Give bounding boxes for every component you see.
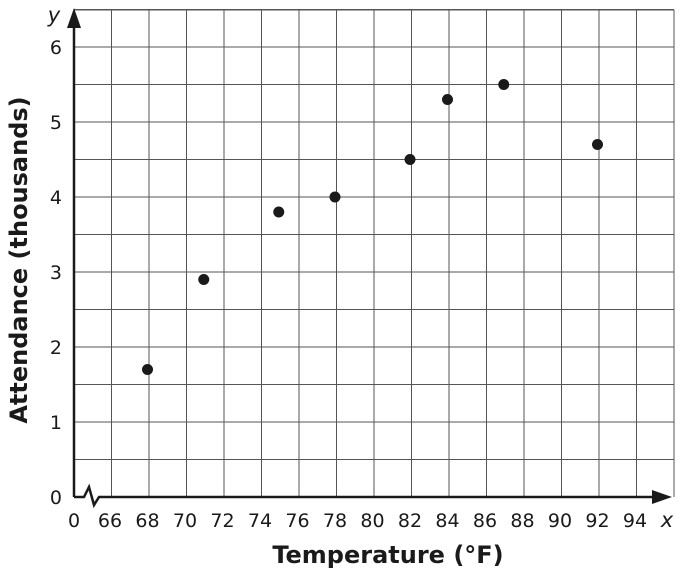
data-point [329, 191, 341, 203]
y-tick-labels: 0 1 2 3 4 5 6 [50, 37, 62, 509]
y-axis-title: Attendance (thousands) [5, 96, 33, 423]
x-axis [74, 483, 658, 509]
x-tick-label: 74 [248, 510, 272, 532]
y-axis-variable: y [47, 3, 61, 27]
data-point [498, 79, 510, 90]
x-tick-label: 84 [435, 510, 459, 532]
x-tick-label: 88 [510, 510, 534, 532]
data-point [592, 139, 603, 150]
y-tick-label: 6 [50, 37, 62, 59]
x-tick-label: 92 [585, 510, 609, 532]
x-tick-label: 94 [623, 510, 647, 532]
x-tick-label: 70 [173, 510, 197, 532]
x-tick-labels: 0 66 68 70 72 74 76 78 80 82 84 86 88 90 92 94 [68, 510, 647, 532]
x-tick-label: 72 [210, 510, 234, 532]
y-tick-label: 1 [50, 412, 62, 434]
data-point [273, 206, 285, 218]
x-tick-label: 90 [548, 510, 572, 532]
y-tick-label: 3 [50, 262, 62, 284]
x-tick-label: 68 [135, 510, 159, 532]
x-tick-label: 86 [473, 510, 497, 532]
x-tick-label: 82 [398, 510, 422, 532]
data-points [142, 79, 603, 375]
x-tick-label: 80 [360, 510, 384, 532]
data-point [404, 154, 416, 165]
y-tick-label: 5 [50, 112, 62, 134]
x-tick-label: 66 [98, 510, 122, 532]
y-tick-label: 0 [50, 487, 62, 509]
x-tick-label: 0 [68, 510, 80, 532]
x-axis-variable: x [660, 508, 674, 532]
y-axis-arrow [67, 8, 81, 28]
x-axis-arrow [652, 490, 672, 504]
y-tick-label: 2 [50, 337, 62, 359]
data-point [442, 94, 453, 105]
grid [74, 9, 675, 497]
y-tick-label: 4 [50, 187, 62, 209]
data-point [142, 364, 153, 375]
axes [67, 8, 672, 509]
x-tick-label: 76 [285, 510, 309, 532]
x-tick-label: 78 [323, 510, 347, 532]
x-axis-title: Temperature (°F) [272, 541, 503, 569]
data-point [198, 274, 210, 285]
